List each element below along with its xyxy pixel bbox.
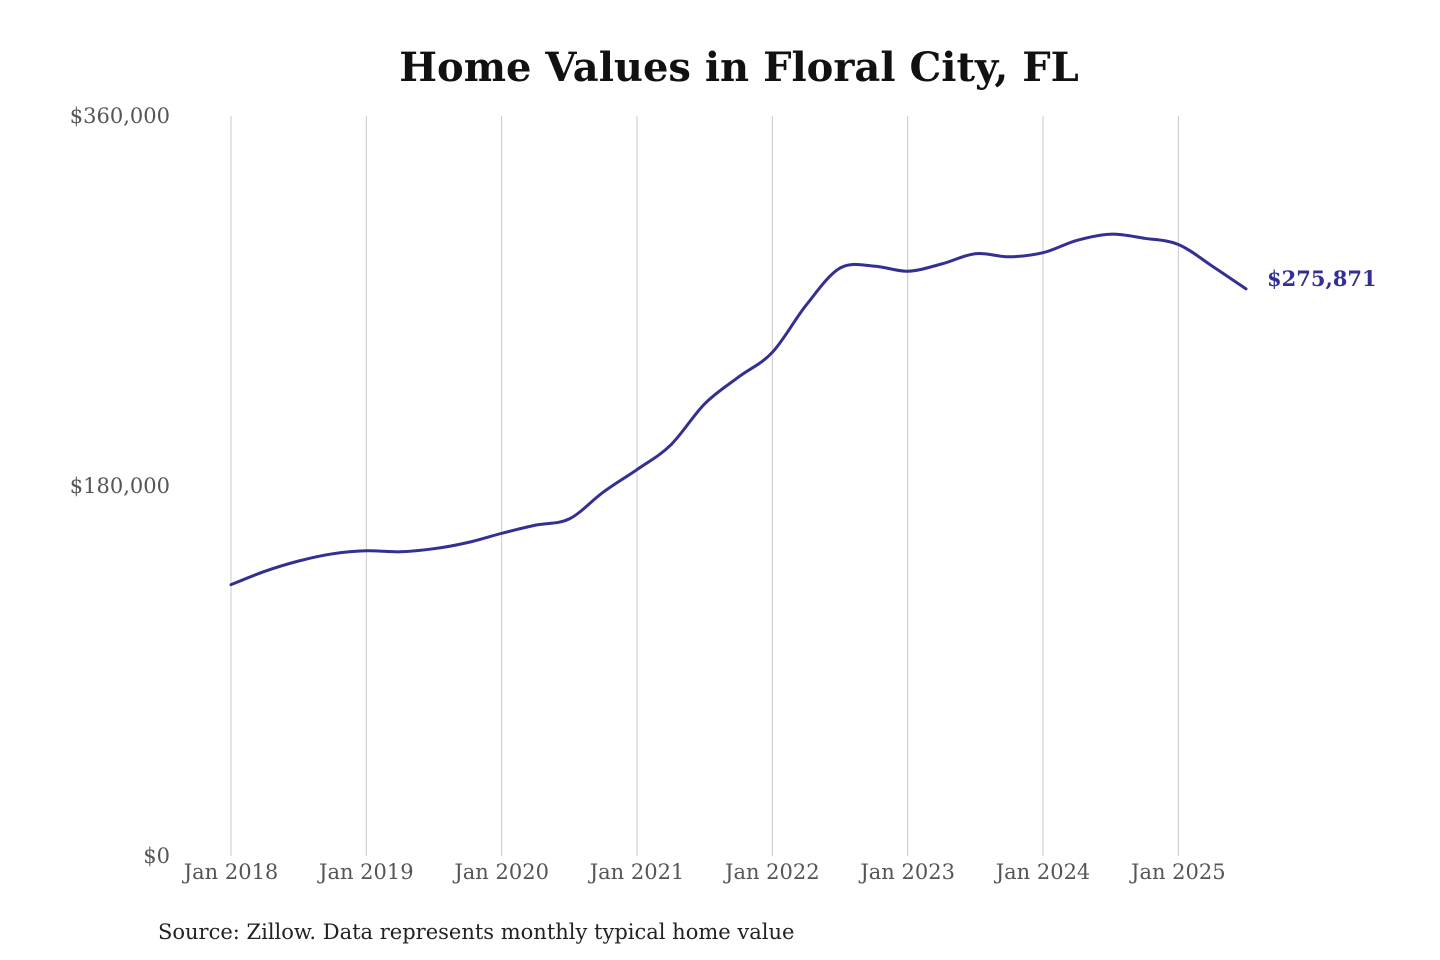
x-tick-label: Jan 2023 bbox=[858, 860, 955, 884]
x-tick-label: Jan 2022 bbox=[723, 860, 820, 884]
end-value-label: $275,871 bbox=[1267, 266, 1377, 291]
gridlines bbox=[230, 116, 1179, 856]
x-tick-label: Jan 2024 bbox=[994, 860, 1091, 884]
x-axis-ticks: Jan 2018 Jan 2019 Jan 2020 Jan 2021 Jan 2022… bbox=[182, 860, 1226, 884]
y-axis-ticks: $0 $180,000 $360,000 bbox=[70, 104, 170, 868]
source-note: Source: Zillow. Data represents monthly … bbox=[158, 920, 794, 944]
y-tick-label: $360,000 bbox=[70, 104, 170, 128]
x-tick-label: Jan 2019 bbox=[317, 860, 414, 884]
y-tick-label: $180,000 bbox=[70, 474, 170, 498]
chart-title: Home Values in Floral City, FL bbox=[399, 44, 1079, 91]
x-tick-label: Jan 2025 bbox=[1129, 860, 1226, 884]
x-tick-label: Jan 2018 bbox=[182, 860, 279, 884]
series-line-home-value bbox=[229, 232, 1248, 587]
y-tick-label: $0 bbox=[143, 844, 170, 868]
x-tick-label: Jan 2020 bbox=[452, 860, 549, 884]
x-tick-label: Jan 2021 bbox=[588, 860, 685, 884]
